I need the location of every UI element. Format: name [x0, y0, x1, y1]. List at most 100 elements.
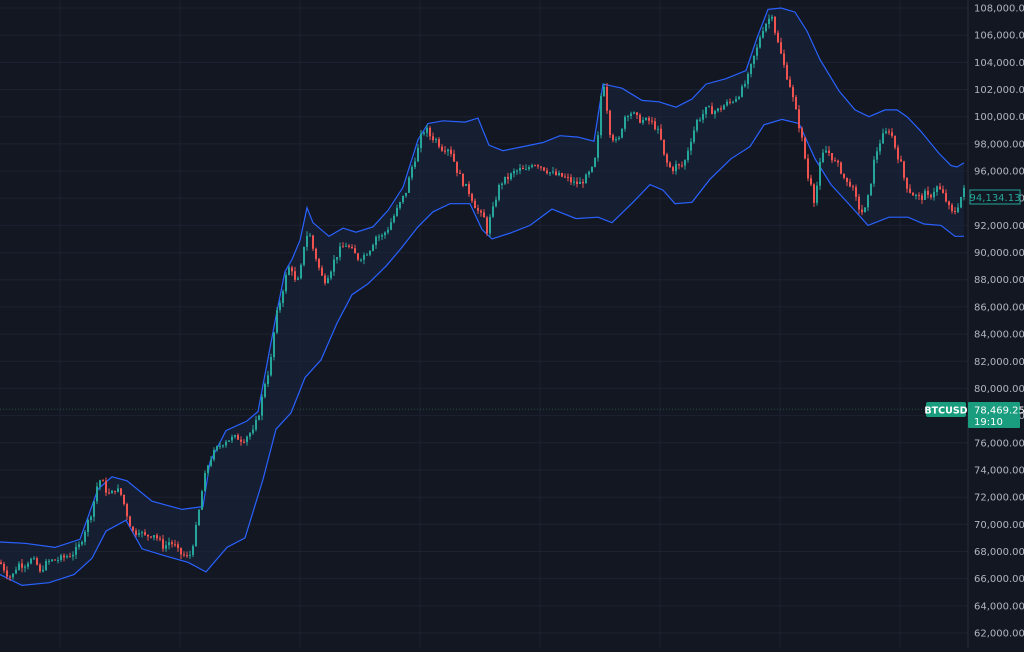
- candle-body: [27, 563, 29, 567]
- candle-body: [372, 245, 374, 251]
- candle-body: [897, 147, 899, 160]
- price-tick-label: 64,000.00: [974, 601, 1024, 612]
- candle-body: [402, 195, 404, 203]
- candle-body: [96, 486, 98, 502]
- candle-body: [558, 173, 560, 176]
- candle-body: [51, 559, 53, 561]
- candle-body: [108, 492, 110, 494]
- candle-body: [213, 450, 215, 460]
- candle-body: [99, 480, 101, 487]
- candle-body: [447, 149, 449, 152]
- candle-body: [123, 494, 125, 505]
- symbol-badge-box: [926, 402, 966, 417]
- candle-body: [822, 152, 824, 162]
- candle-body: [810, 178, 812, 185]
- candle-body: [210, 459, 212, 466]
- candle-body: [552, 171, 554, 173]
- candle-body: [642, 120, 644, 123]
- candle-body: [789, 79, 791, 88]
- candle-body: [183, 554, 185, 556]
- candle-body: [774, 16, 776, 33]
- price-tick-label: 90,000.00: [974, 248, 1024, 259]
- candle-body: [729, 101, 731, 103]
- candle-body: [267, 375, 269, 385]
- candle-body: [3, 563, 5, 571]
- candle-body: [237, 435, 239, 440]
- candle-body: [903, 161, 905, 178]
- candle-body: [330, 271, 332, 279]
- candle-body: [342, 246, 344, 248]
- candle-body: [339, 246, 341, 258]
- candle-body: [540, 166, 542, 168]
- candle-body: [18, 563, 20, 570]
- candle-body: [264, 384, 266, 397]
- candle-body: [660, 128, 662, 140]
- candle-body: [921, 195, 923, 200]
- candle-body: [867, 195, 869, 208]
- candle-body: [912, 192, 914, 196]
- candle-body: [363, 255, 365, 260]
- candle-body: [444, 150, 446, 152]
- candle-body: [858, 196, 860, 210]
- countdown-label: 19:10: [974, 417, 1003, 428]
- band-value-label: 94,134.13: [970, 193, 1021, 204]
- candle-body: [84, 531, 86, 543]
- candle-body: [300, 264, 302, 279]
- candle-body: [306, 235, 308, 247]
- price-tick-label: 72,000.00: [974, 493, 1024, 504]
- candle-body: [411, 166, 413, 178]
- candle-body: [0, 562, 2, 564]
- candle-body: [453, 153, 455, 162]
- candle-body: [30, 558, 32, 564]
- candle-body: [393, 215, 395, 223]
- candle-body: [546, 170, 548, 174]
- candle-body: [723, 105, 725, 110]
- candle-body: [318, 258, 320, 268]
- candle-body: [42, 569, 44, 572]
- price-tick-label: 74,000.00: [974, 465, 1024, 476]
- candle-body: [459, 172, 461, 174]
- candle-body: [864, 207, 866, 213]
- candle-body: [360, 259, 362, 261]
- candle-body: [483, 212, 485, 218]
- candle-body: [381, 235, 383, 237]
- candle-body: [516, 170, 518, 172]
- candle-body: [591, 166, 593, 172]
- candle-body: [639, 115, 641, 123]
- candle-body: [141, 532, 143, 534]
- candle-body: [732, 101, 734, 103]
- candle-body: [156, 535, 158, 539]
- candle-body: [963, 187, 965, 197]
- candle-body: [354, 248, 356, 254]
- candle-body: [369, 250, 371, 255]
- price-tick-label: 98,000.00: [974, 139, 1024, 150]
- candle-body: [927, 190, 929, 195]
- candle-body: [684, 160, 686, 166]
- candle-body: [195, 525, 197, 547]
- band-value-label-box: [969, 189, 1021, 205]
- candle-body: [291, 267, 293, 272]
- candle-body: [315, 248, 317, 259]
- candle-body: [132, 526, 134, 531]
- candle-body: [66, 556, 68, 558]
- candle-body: [324, 275, 326, 284]
- candle-body: [600, 96, 602, 136]
- candle-body: [576, 181, 578, 184]
- candle-body: [465, 183, 467, 186]
- candle-body: [48, 560, 50, 562]
- candle-body: [93, 501, 95, 517]
- candle-body: [87, 519, 89, 532]
- candle-body: [939, 186, 941, 190]
- candle-body: [783, 53, 785, 65]
- price-tick-label: 106,000.00: [974, 31, 1024, 42]
- candle-body: [825, 150, 827, 153]
- candle-body: [579, 181, 581, 184]
- candle-body: [909, 188, 911, 193]
- candle-body: [384, 232, 386, 236]
- candle-body: [219, 445, 221, 447]
- candle-body: [297, 278, 299, 280]
- candle-body: [876, 151, 878, 160]
- candle-body: [606, 86, 608, 111]
